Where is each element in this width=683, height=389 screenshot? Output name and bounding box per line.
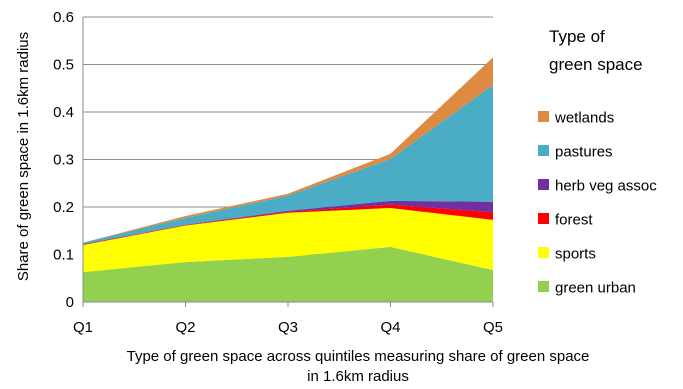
x-axis-title-line-1: Type of green space across quintiles mea… xyxy=(127,348,590,365)
x-tick-label-Q1: Q1 xyxy=(73,319,93,336)
legend-label-sports: sports xyxy=(555,246,596,263)
y-tick-label: 0.3 xyxy=(53,152,74,169)
y-tick-label: 0.5 xyxy=(53,57,74,74)
legend-swatch-pastures xyxy=(538,145,549,156)
x-axis-title-line-2: in 1.6km radius xyxy=(307,368,409,385)
legend-title-line-1: Type of xyxy=(549,27,605,46)
legend-label-herb-veg-assoc: herb veg assoc xyxy=(555,178,657,195)
y-axis-title: Share of green space in 1.6km radius xyxy=(15,32,32,281)
legend-swatch-sports xyxy=(538,247,549,258)
axes-layer: 0 0.1 0.2 0.3 0.4 0.5 0.6 Q1 Q2 Q3 Q4 Q5 xyxy=(53,9,503,336)
legend-label-pastures: pastures xyxy=(555,144,613,161)
legend-label-wetlands: wetlands xyxy=(554,110,614,127)
legend-title-line-2: green space xyxy=(549,55,643,74)
legend-swatch-wetlands xyxy=(538,111,549,122)
legend-label-green-urban: green urban xyxy=(555,280,636,297)
y-tick-label: 0.6 xyxy=(53,9,74,26)
area-green-urban xyxy=(83,246,493,302)
y-tick-label: 0.2 xyxy=(53,199,74,216)
area-sports xyxy=(83,207,493,273)
x-tick-label-Q2: Q2 xyxy=(175,319,195,336)
legend-title: Type of green space xyxy=(549,27,643,74)
area-herb-veg-assoc xyxy=(83,200,493,245)
legend-swatch-green-urban xyxy=(538,281,549,292)
legend-swatch-forest xyxy=(538,213,549,224)
x-tick-label-Q3: Q3 xyxy=(278,319,298,336)
area-series-layer xyxy=(83,57,493,302)
x-axis-title: Type of green space across quintiles mea… xyxy=(127,348,590,385)
y-tick-label: 0 xyxy=(66,294,74,311)
x-tick-label-Q5: Q5 xyxy=(483,319,503,336)
area-pastures xyxy=(83,84,493,245)
x-tick-label-Q4: Q4 xyxy=(380,319,400,336)
legend: wetlands pastures herb veg assoc forest spor… xyxy=(538,110,657,297)
legend-label-forest: forest xyxy=(555,212,593,229)
y-tick-label: 0.1 xyxy=(53,247,74,264)
y-tick-label: 0.4 xyxy=(53,104,74,121)
legend-swatch-herb-veg-assoc xyxy=(538,179,549,190)
